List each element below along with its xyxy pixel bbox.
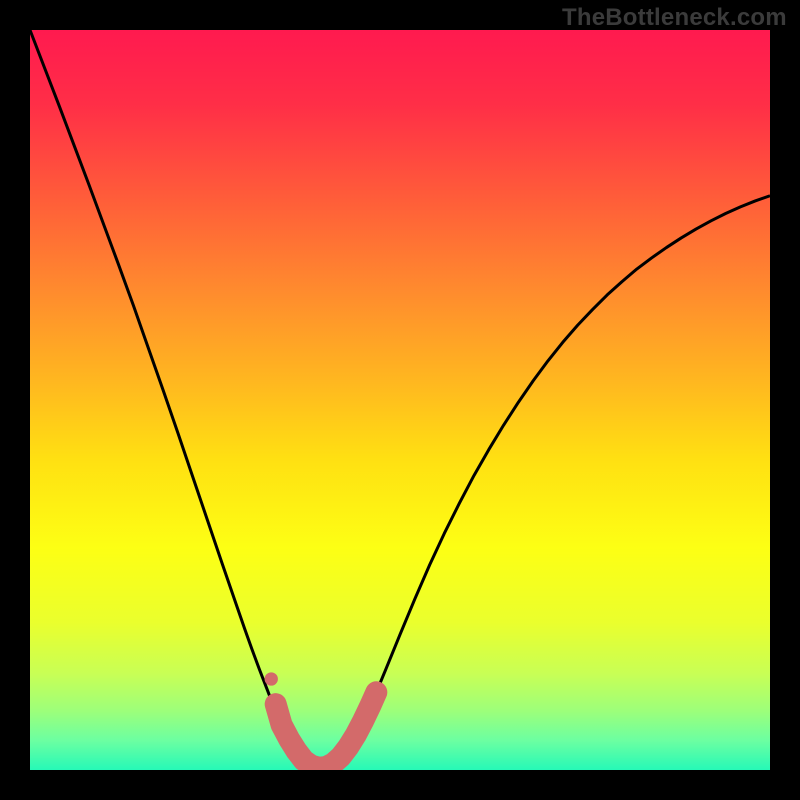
- highlight-dot: [265, 672, 278, 685]
- watermark-text: TheBottleneck.com: [562, 4, 787, 32]
- plot-background: [30, 30, 770, 770]
- frame-left: [0, 0, 30, 800]
- frame-right: [770, 0, 800, 800]
- chart-canvas: [0, 0, 800, 800]
- frame-bottom: [0, 770, 800, 800]
